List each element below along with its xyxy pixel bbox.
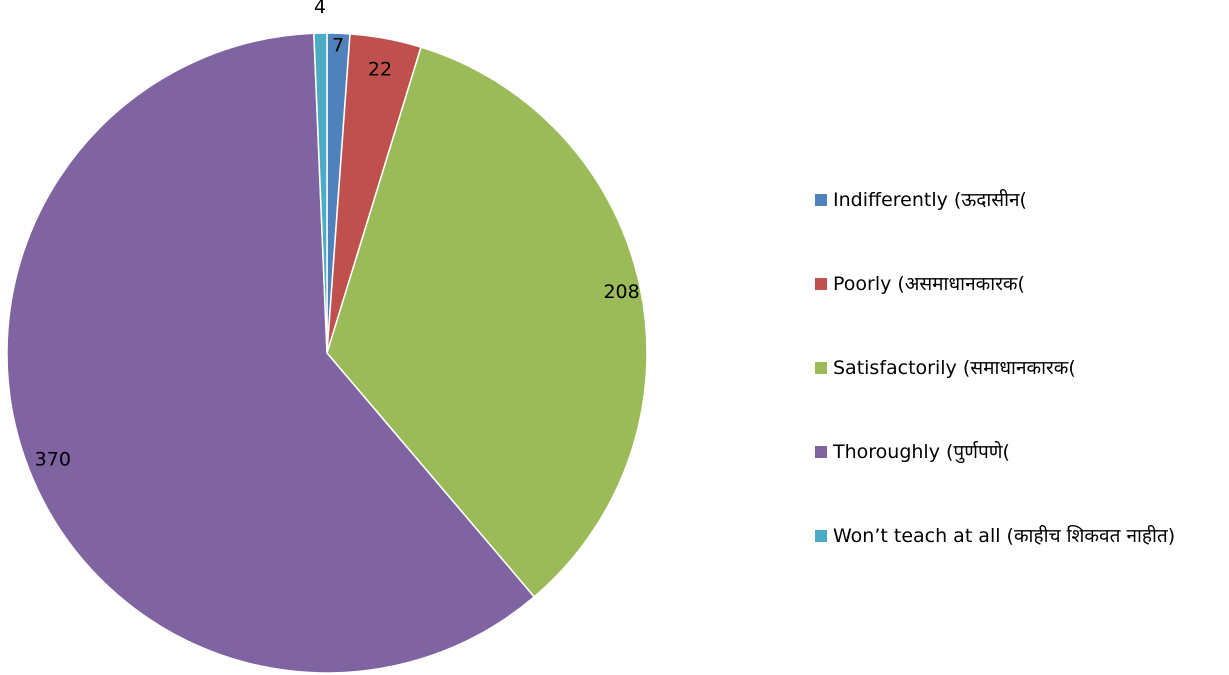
pie-slice-thoroughly: [6, 32, 536, 674]
legend-item-thoroughly: Thoroughly (पुर्णपणे(: [815, 440, 1220, 465]
data-label-poorly: 22: [368, 58, 392, 80]
data-label-satisfactorily: 208: [603, 281, 639, 303]
legend-swatch-thoroughly: [815, 446, 827, 458]
legend-item-indifferently: Indifferently (ऊदासीन(: [815, 188, 1220, 213]
data-label-wont-teach: 4: [314, 0, 326, 18]
legend-swatch-poorly: [815, 278, 827, 290]
legend-swatch-indifferently: [815, 194, 827, 206]
legend-label-thoroughly: Thoroughly (पुर्णपणे(: [833, 441, 1010, 463]
legend-item-poorly: Poorly (असमाधानकारक(: [815, 272, 1220, 297]
legend-item-satisfactorily: Satisfactorily (समाधानकारक(: [815, 356, 1220, 381]
pie-slice-satisfactorily: [326, 46, 648, 598]
legend-swatch-wont-teach: [815, 530, 827, 542]
legend-label-poorly: Poorly (असमाधानकारक(: [833, 273, 1025, 295]
data-label-indifferently: 7: [332, 35, 344, 57]
legend-label-satisfactorily: Satisfactorily (समाधानकारक(: [833, 357, 1076, 379]
data-label-thoroughly: 370: [35, 449, 71, 471]
legend-label-indifferently: Indifferently (ऊदासीन(: [833, 189, 1027, 211]
legend-swatch-satisfactorily: [815, 362, 827, 374]
legend-label-wont-teach: Won’t teach at all (काहीच शिकवत नाहीत): [833, 525, 1176, 547]
pie-slice-wont-teach: [313, 32, 328, 354]
legend-item-wont-teach: Won’t teach at all (काहीच शिकवत नाहीत): [815, 524, 1220, 549]
